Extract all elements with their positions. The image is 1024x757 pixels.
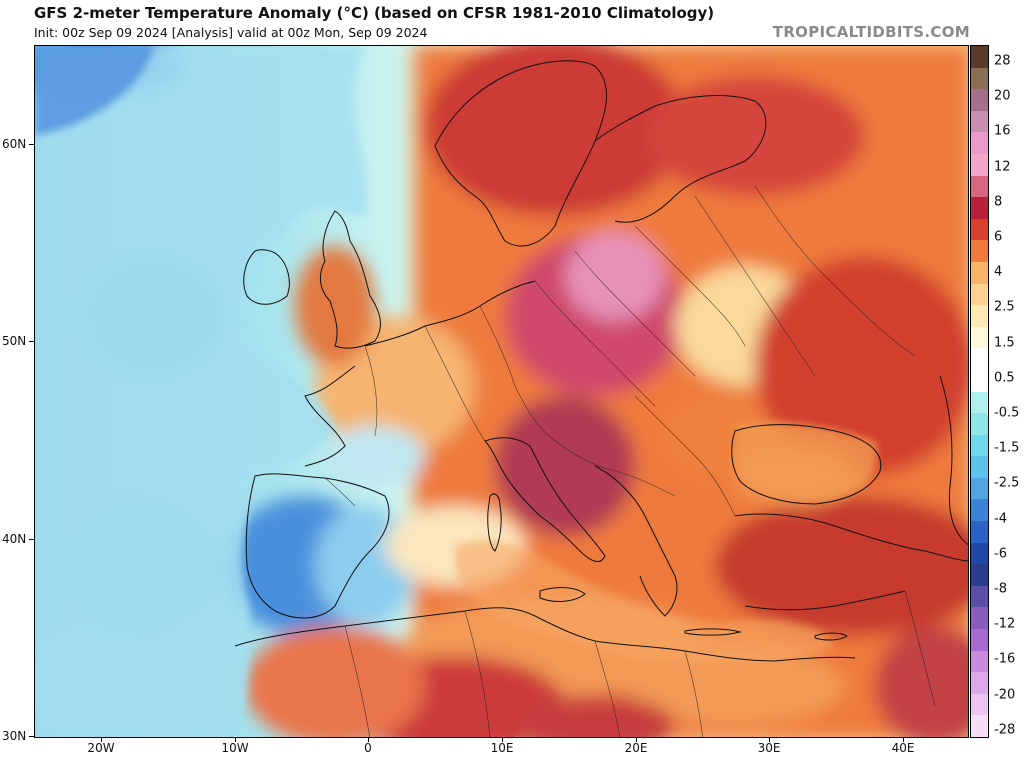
- lon-label-10e: 10E: [490, 741, 514, 755]
- colorbar-label: -4: [994, 511, 1007, 527]
- colorbar-label: -8: [994, 581, 1007, 597]
- colorbar-swatch: [971, 542, 988, 565]
- colorbar-swatch: [971, 693, 988, 716]
- lon-label-40e: 40E: [891, 741, 915, 755]
- colorbar-swatch: [971, 46, 988, 68]
- colorbar-label: -28: [994, 722, 1016, 738]
- colorbar-swatch: [971, 629, 988, 651]
- colorbar-swatch: [971, 499, 988, 522]
- lat-tick: [29, 341, 34, 342]
- lon-tick: [101, 738, 102, 742]
- colorbar-swatch: [971, 305, 988, 327]
- colorbar-swatch: [971, 67, 988, 90]
- map-title: GFS 2-meter Temperature Anomaly (°C) (ba…: [34, 4, 715, 22]
- colorbar-swatch: [971, 348, 988, 370]
- colorbar-label: 28: [994, 53, 1011, 69]
- colorbar-swatch: [971, 261, 988, 284]
- lon-tick: [636, 738, 637, 742]
- colorbar-label: -1.5: [994, 440, 1020, 456]
- colorbar-swatch: [971, 175, 988, 198]
- colorbar-swatch: [971, 218, 988, 241]
- colorbar: [970, 45, 989, 738]
- colorbar-label: 6: [994, 229, 1003, 245]
- lat-tick: [29, 539, 34, 540]
- colorbar-label: 1.5: [994, 335, 1015, 351]
- lon-label-20e: 20E: [624, 741, 648, 755]
- colorbar-swatch: [971, 369, 988, 392]
- colorbar-label: 16: [994, 123, 1011, 139]
- country-borders: [324, 185, 936, 737]
- colorbar-label: 12: [994, 159, 1011, 175]
- lat-label-60n: 60N: [2, 137, 27, 151]
- colorbar-swatch: [971, 110, 988, 133]
- colorbar-swatch: [971, 477, 988, 500]
- colorbar-label: -0.5: [994, 405, 1020, 421]
- colorbar-swatch: [971, 413, 988, 435]
- lon-tick: [368, 738, 369, 742]
- colorbar-swatch: [971, 456, 988, 478]
- lon-tick: [235, 738, 236, 742]
- anomaly-map: [34, 45, 969, 738]
- colorbar-label: -20: [994, 687, 1016, 703]
- site-brand[interactable]: TROPICALTIDBITS.COM: [772, 23, 970, 41]
- colorbar-label: 2.5: [994, 299, 1015, 315]
- lat-label-30n: 30N: [2, 729, 27, 743]
- colorbar-swatch: [971, 89, 988, 111]
- colorbar-label: 20: [994, 88, 1011, 104]
- colorbar-label: 8: [994, 194, 1003, 210]
- colorbar-swatch: [971, 434, 988, 457]
- lon-label-10w: 10W: [221, 741, 249, 755]
- lon-tick: [502, 738, 503, 742]
- sea-surface: [35, 46, 878, 737]
- lat-label-50n: 50N: [2, 334, 27, 348]
- lon-tick: [769, 738, 770, 742]
- colorbar-swatch: [971, 715, 988, 737]
- colorbar-label: 0.5: [994, 370, 1015, 386]
- lon-label-30e: 30E: [757, 741, 781, 755]
- lat-label-40n: 40N: [2, 532, 27, 546]
- lon-label-20w: 20W: [87, 741, 115, 755]
- map-subtitle: Init: 00z Sep 09 2024 [Analysis] valid a…: [34, 25, 428, 40]
- colorbar-label: -16: [994, 651, 1016, 667]
- lon-label-0: 0: [364, 741, 372, 755]
- colorbar-swatch: [971, 153, 988, 176]
- colorbar-swatch: [971, 197, 988, 219]
- colorbar-swatch: [971, 240, 988, 262]
- lat-tick: [29, 144, 34, 145]
- colorbar-label: 4: [994, 264, 1003, 280]
- colorbar-swatch: [971, 391, 988, 414]
- colorbar-swatch: [971, 607, 988, 630]
- colorbar-swatch: [971, 326, 988, 349]
- colorbar-swatch: [971, 672, 988, 694]
- lon-tick: [903, 738, 904, 742]
- colorbar-swatch: [971, 521, 988, 543]
- colorbar-label: -12: [994, 616, 1016, 632]
- colorbar-swatch: [971, 283, 988, 306]
- colorbar-label: -2.5: [994, 475, 1020, 491]
- colorbar-swatch: [971, 564, 988, 586]
- lat-tick: [29, 736, 34, 737]
- map-canvas: [35, 46, 968, 737]
- colorbar-swatch: [971, 132, 988, 154]
- colorbar-swatch: [971, 585, 988, 608]
- colorbar-label: -6: [994, 546, 1007, 562]
- colorbar-swatch: [971, 650, 988, 673]
